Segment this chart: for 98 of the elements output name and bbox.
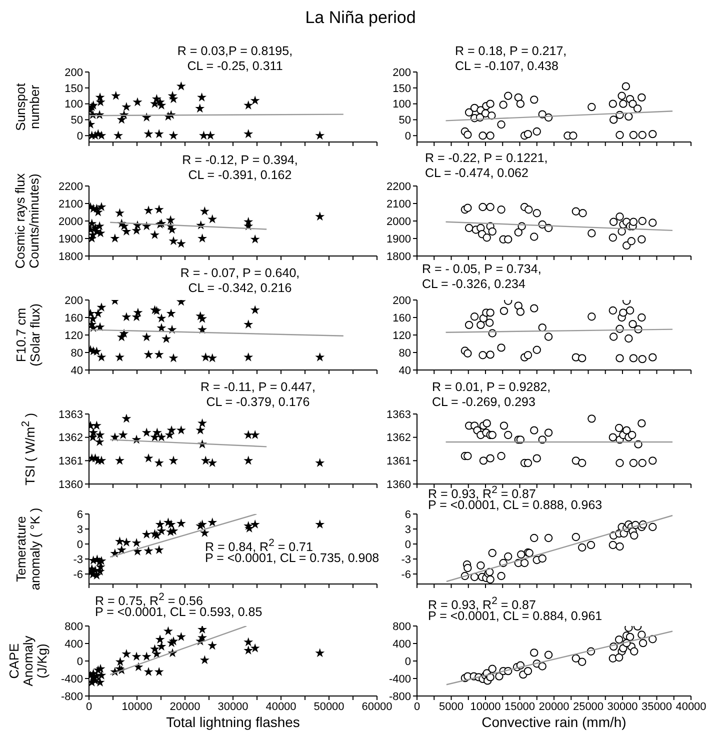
x-tick-label: 10000 [122,700,152,713]
y-axis-title: CAPE Anomaly (J/Kg) [6,636,49,686]
y-tick-label: 400 [392,638,411,650]
text: R = - 0.07, P = 0.640, [179,266,301,281]
text: R = 0.03,P = 0.8195, [176,44,294,59]
y-tick-label: 200 [392,294,411,307]
y-tick-label: 200 [64,66,83,79]
text: R = -0.22, P = 0.1221, [425,151,548,166]
annotation: CL = -0.25, 0.311 [186,59,284,74]
text: CL = -0.326, 0.234 [422,277,526,292]
x-tick-label: 50000 [314,700,344,713]
y-tick-label: 40 [70,364,83,377]
y-tick-label: 0 [76,656,83,668]
y-tick-label: 1361 [386,456,411,468]
x-tick-label: 0 [414,700,420,713]
x-tick-label: 10000 [470,700,501,713]
y-tick-label: 1363 [58,408,83,421]
x-axis-title: Total lightning flashes [165,714,301,730]
y-tick-label: 0 [404,130,411,143]
y-tick-label: 800 [392,620,411,633]
y-tick-label: 50 [70,114,83,127]
y-tick-label: 0 [404,656,411,668]
text: R = 0.01, P = 0.9282, [432,380,551,395]
y-tick-label: 200 [392,66,411,79]
x-tick-label: 30000 [218,700,248,713]
y-tick-label: 6 [404,508,411,521]
y-axis-title: Temerature anomaly ( °K ) [12,508,42,590]
y-tick-label: 0 [76,538,83,551]
text: CL = -0.474, 0.062 [425,166,528,181]
text: CL = -0.379, 0.176 [205,395,311,410]
x-tick-label: 40000 [266,700,296,713]
chart-title: La Niña period [304,8,417,28]
y-tick-label: 200 [64,294,83,307]
text: R = - 0.05, P = 0.734, [422,262,542,277]
y-tick-label: 2200 [386,180,411,193]
x-tick-label: 20000 [170,700,200,713]
x-tick-label: 20000 [538,700,570,713]
y-tick-label: 2200 [58,180,83,193]
y-tick-label: 1360 [386,478,411,491]
y-tick-label: 800 [64,620,83,633]
y-tick-label: -400 [60,673,83,686]
y-tick-label: 0 [76,130,83,143]
y-tick-label: 1362 [386,432,411,444]
x-tick-label: 35000 [641,700,672,713]
x-tick-label: 0 [86,700,92,713]
y-tick-label: 50 [398,114,411,127]
y-tick-label: 2100 [386,198,411,210]
y-tick-label: 400 [64,638,83,650]
x-tick-label: 60000 [362,700,392,713]
x-tick-label: 5000 [439,700,464,713]
y-tick-label: 2000 [58,216,83,228]
y-tick-label: 80 [70,347,83,360]
y-tick-label: 40 [398,364,411,377]
x-axis-title: Convective rain (mm/h) [480,714,628,730]
annotation: CL = -0.107, 0.438 [455,59,558,74]
y-tick-label: 100 [392,98,411,111]
y-tick-label: 1900 [386,233,411,246]
x-tick-label: 30000 [607,700,638,713]
y-axis-title: F10.7 cm (Solar flux) [12,304,42,366]
y-tick-label: 150 [64,82,83,95]
y-tick-label: 2100 [58,198,83,210]
y-tick-label: 120 [392,330,411,342]
y-tick-label: -400 [388,673,411,686]
y-tick-label: -800 [60,690,83,703]
y-tick-label: 1800 [58,250,83,263]
y-tick-label: 2000 [386,216,411,228]
y-tick-label: 0 [404,538,411,551]
y-tick-label: 160 [64,312,83,324]
y-axis-title: Cosmic rays flux Counts/minutes) [12,173,42,269]
y-tick-label: -3 [73,554,83,566]
text: R = 0.18, P = 0.217, [455,44,567,59]
y-axis-title: Sunspot number [12,83,42,131]
text: CL = -0.391, 0.162 [188,168,292,182]
y-tick-label: 100 [64,98,83,111]
y-tick-label: 120 [64,330,83,342]
y-tick-label: 150 [392,82,411,95]
y-tick-label: 3 [76,524,83,536]
y-tick-label: -6 [401,568,411,581]
y-tick-label: 6 [76,508,83,521]
y-tick-label: -3 [401,554,411,566]
y-tick-label: 1362 [58,432,83,444]
y-tick-label: 160 [392,312,411,324]
y-tick-label: 3 [404,524,411,536]
x-tick-label: 15000 [504,700,536,713]
y-tick-label: -800 [388,690,411,703]
y-tick-label: 80 [398,347,411,360]
y-tick-label: 1363 [386,408,411,421]
text: CL = -0.269, 0.293 [432,395,536,410]
x-tick-label: 40000 [676,700,706,713]
y-tick-label: 1361 [58,456,83,468]
y-tick-label: 1900 [58,233,83,246]
text: R = -0.11, P = 0.447, [200,380,316,395]
x-tick-label: 25000 [572,700,604,713]
y-tick-label: -6 [73,568,83,581]
text: R = -0.12, P = 0.394, [181,153,299,168]
text: CL = -0.342, 0.216 [187,281,293,296]
y-tick-label: 1360 [58,478,83,491]
y-tick-label: 1800 [386,250,411,263]
